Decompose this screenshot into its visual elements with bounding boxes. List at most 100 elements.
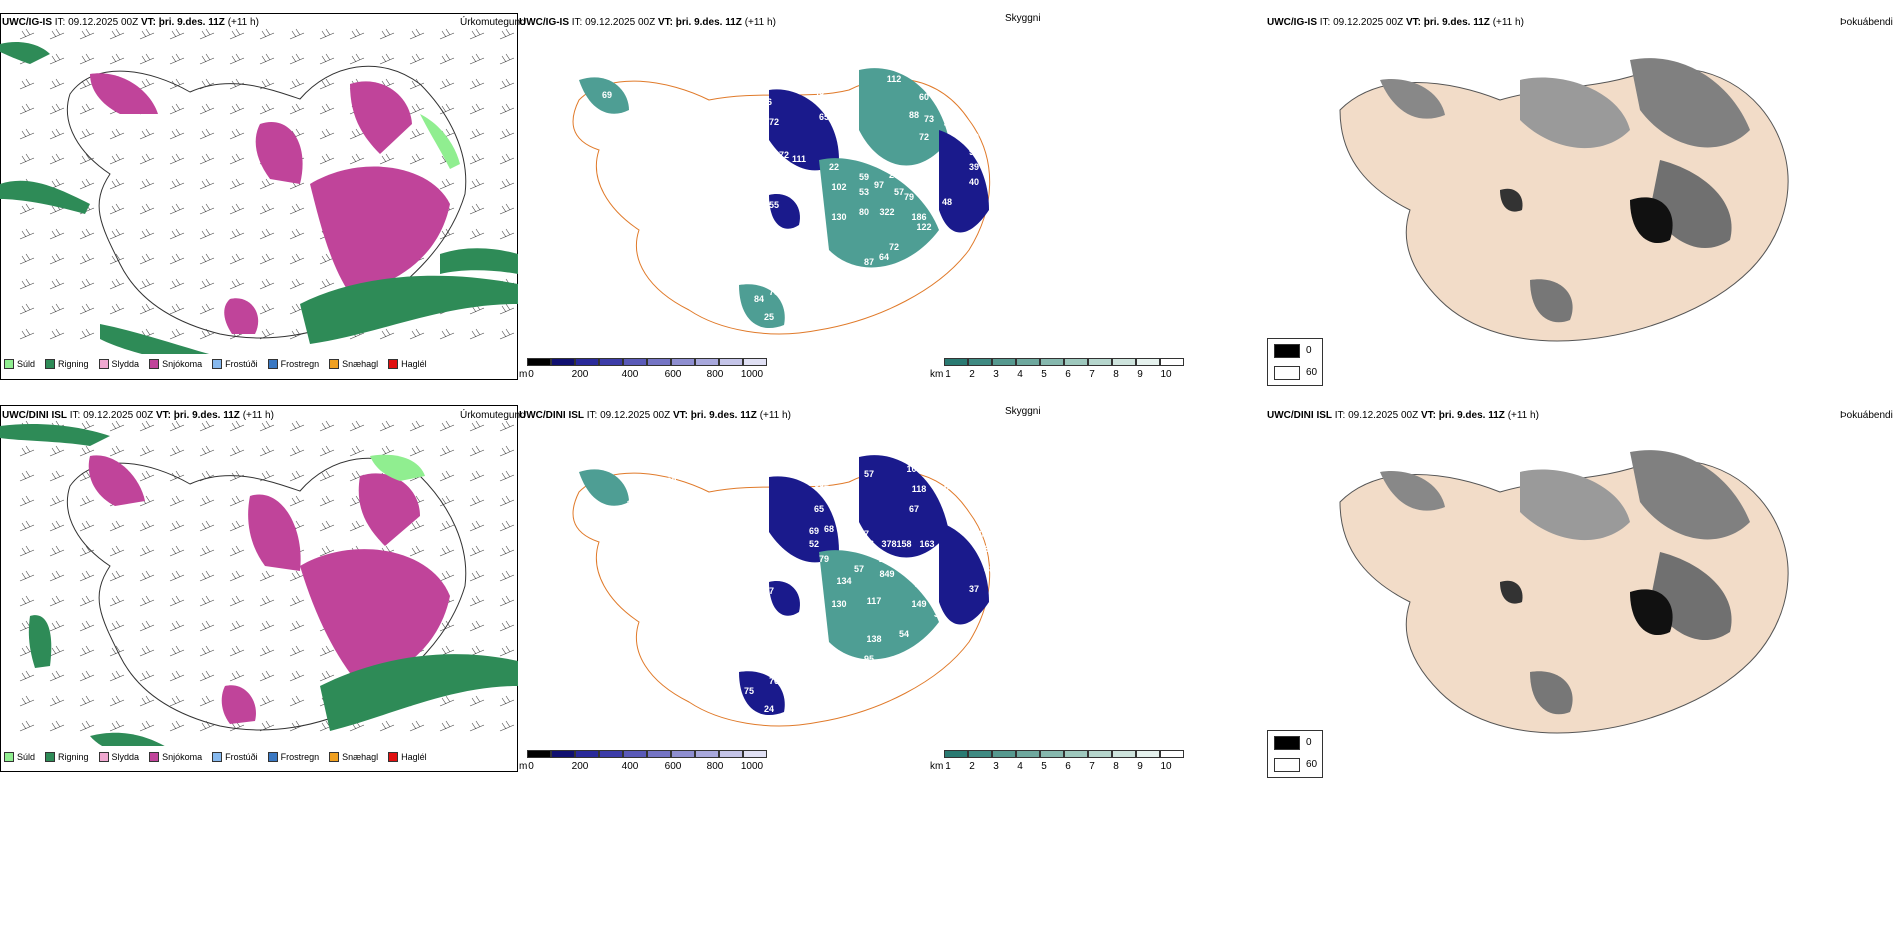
- visibility-value-label: 23: [889, 170, 899, 180]
- panel-title-visibility-1: Skyggni: [1005, 13, 1041, 24]
- panel-title-cloud-1: Þokuábendi: [1840, 17, 1893, 28]
- visibility-value-label: 112: [887, 74, 902, 84]
- visibility-value-label: 57: [894, 187, 904, 197]
- visibility-value-label: 40: [974, 529, 984, 539]
- visibility-value-label: 68: [824, 524, 834, 534]
- visibility-value-label: 79: [904, 192, 914, 202]
- cloud-legend-1: 0 60: [1267, 338, 1323, 386]
- visibility-value-label: 55: [769, 200, 779, 210]
- visibility-value-label: 54: [899, 629, 909, 639]
- header-row-1-visibility: UWC/IG-IS IT: 09.12.2025 00Z VT: þri. 9.…: [519, 17, 776, 28]
- visibility-colorbar-km-1: km 1 2 3 4 5 6 7 8 9 10: [930, 358, 1184, 384]
- visibility-value-label: 40: [969, 132, 979, 142]
- panel-title-precip-1: Úrkomutegund: [460, 17, 526, 28]
- visibility-value-label: 163: [919, 539, 934, 549]
- visibility-value-label: 47: [819, 484, 829, 494]
- visibility-value-label: 64: [879, 252, 889, 262]
- visibility-value-label: 55: [639, 456, 649, 466]
- visibility-value-label: 149: [911, 599, 926, 609]
- visibility-value-label: 138: [866, 634, 881, 644]
- visibility-value-label: 53: [859, 187, 869, 197]
- visibility-value-label: 88: [909, 110, 919, 120]
- visibility-value-label: 65: [819, 112, 829, 122]
- legend-item: Snjókoma: [149, 359, 202, 369]
- legend-item: Snjókoma: [149, 752, 202, 762]
- header-row-1-cloud: UWC/IG-IS IT: 09.12.2025 00Z VT: þri. 9.…: [1267, 17, 1524, 28]
- visibility-value-label: 84: [754, 294, 764, 304]
- visibility-value-label: 86: [864, 152, 874, 162]
- visibility-value-label: 95: [864, 654, 874, 664]
- visibility-value-label: 98: [969, 147, 979, 157]
- visibility-value-label: 67: [909, 504, 919, 514]
- visibility-value-label: 76: [769, 676, 779, 686]
- visibility-value-label: 72: [919, 132, 929, 142]
- visibility-value-label: 60: [814, 479, 824, 489]
- visibility-value-label: 57: [854, 564, 864, 574]
- iceland-outline-1: [66, 65, 467, 339]
- visibility-value-label: 62: [594, 454, 604, 464]
- visibility-value-label: 158: [896, 539, 911, 549]
- visibility-value-label: 37: [969, 584, 979, 594]
- legend-item: Slydda: [98, 359, 139, 369]
- visibility-value-label: 24: [879, 554, 889, 564]
- visibility-value-label: 378: [881, 539, 896, 549]
- visibility-value-label: 129: [801, 182, 816, 192]
- legend-item: Snæhagl: [329, 752, 378, 762]
- visibility-value-label: 72: [779, 150, 789, 160]
- visibility-value-label: 72: [889, 242, 899, 252]
- visibility-value-label: 66: [944, 482, 954, 492]
- precip-map-2: [0, 420, 518, 746]
- precip-legend-2: Súld Rigning Slydda Snjókoma Frostúði Fr…: [4, 752, 427, 762]
- visibility-value-label: 52: [634, 64, 644, 74]
- visibility-value-label: 69: [602, 90, 612, 100]
- visibility-value-label: 77: [914, 579, 924, 589]
- precip-legend-1: Súld Rigning Slydda Snjókoma Frostúði Fr…: [4, 359, 427, 369]
- visibility-value-label: 24: [764, 704, 774, 714]
- visibility-value-label: 40: [969, 177, 979, 187]
- legend-item: Súld: [4, 359, 35, 369]
- visibility-colorbar-km-2: km 1 2 3 4 5 6 7 8 9 10: [930, 750, 1184, 776]
- visibility-value-label: 64: [969, 499, 979, 509]
- visibility-value-label: 186: [911, 212, 926, 222]
- visibility-value-label: 87: [864, 257, 874, 267]
- visibility-value-label: 89: [789, 170, 799, 180]
- visibility-value-label: 22: [829, 162, 839, 172]
- visibility-colorbar-m-2: m 0 200 400 600 800 1000: [519, 750, 767, 776]
- visibility-value-label: 102: [661, 476, 676, 486]
- visibility-value-label: 22: [654, 112, 664, 122]
- visibility-value-label: 147: [626, 499, 641, 509]
- visibility-value-label: 79: [819, 554, 829, 564]
- visibility-value-label: 46: [814, 87, 824, 97]
- visibility-value-label: 159: [581, 62, 596, 72]
- visibility-value-label: 47: [764, 586, 774, 596]
- legend-item: Haglél: [388, 752, 427, 762]
- visibility-value-label: 59: [859, 172, 869, 182]
- visibility-value-label: 104: [906, 464, 921, 474]
- panel-title-cloud-2: Þokuábendi: [1840, 410, 1893, 421]
- visibility-value-label: 97: [874, 180, 884, 190]
- legend-item: Rigning: [45, 752, 89, 762]
- visibility-value-label: 37: [984, 544, 994, 554]
- visibility-value-label: 849: [879, 569, 894, 579]
- visibility-value-label: 57: [864, 469, 874, 479]
- visibility-value-label: 111: [792, 154, 806, 164]
- visibility-colorbar-m-1: m 0 200 400 600 800 1000: [519, 358, 767, 384]
- visibility-value-label: 65: [814, 504, 824, 514]
- cloud-map-2: [1339, 450, 1789, 734]
- legend-item: Súld: [4, 752, 35, 762]
- header-row-2-visibility: UWC/DINI ISL IT: 09.12.2025 00Z VT: þri.…: [519, 410, 791, 421]
- legend-item: Frostúði: [212, 752, 258, 762]
- iceland-outline-2: [66, 457, 467, 731]
- visibility-value-label: 67: [859, 529, 869, 539]
- visibility-value-label: 75: [769, 287, 779, 297]
- visibility-value-label: 72: [769, 117, 779, 127]
- visibility-value-label: 144: [906, 177, 921, 187]
- visibility-value-label: 118: [912, 484, 927, 494]
- panel-title-precip-2: Úrkomutegund: [460, 410, 526, 421]
- visibility-value-label: 71: [959, 514, 969, 524]
- precip-map-1: [0, 28, 518, 354]
- visibility-value-label: 25: [764, 312, 774, 322]
